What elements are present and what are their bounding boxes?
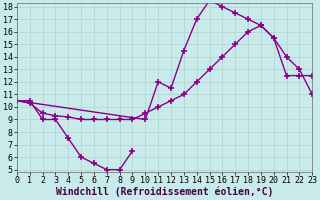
X-axis label: Windchill (Refroidissement éolien,°C): Windchill (Refroidissement éolien,°C) [56,187,273,197]
